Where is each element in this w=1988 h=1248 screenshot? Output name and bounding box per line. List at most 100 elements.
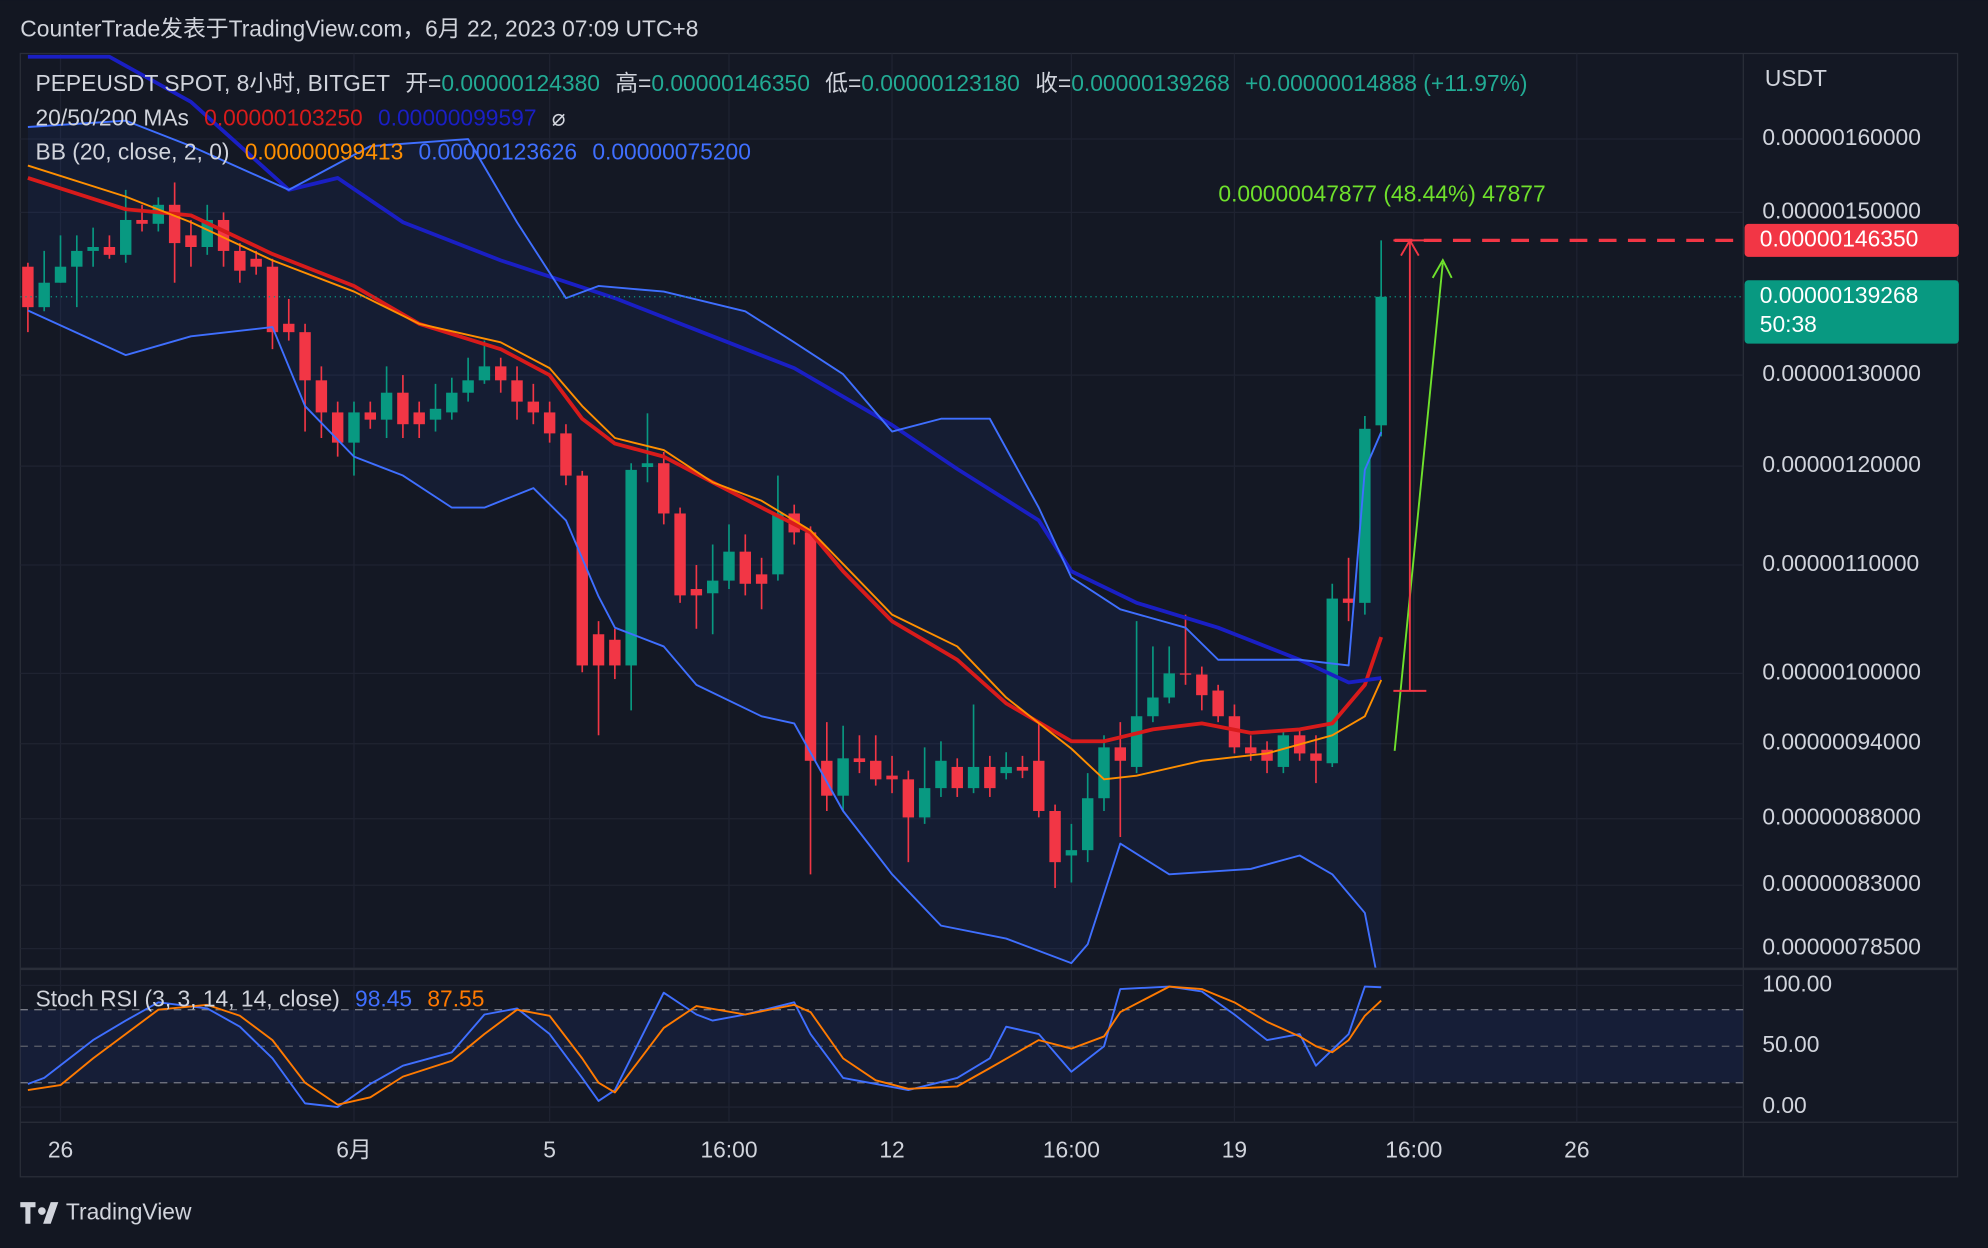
legend-ohlc-label: 低= xyxy=(825,70,861,96)
candle-body xyxy=(462,380,474,393)
candle-body xyxy=(1228,716,1241,748)
candle-body xyxy=(217,219,230,251)
candle-body xyxy=(641,463,654,468)
candle-body xyxy=(1016,766,1029,771)
candle-body xyxy=(1375,296,1387,426)
y-tick-label: 0.00000150000 xyxy=(1762,197,1921,223)
candle-body xyxy=(1049,810,1061,863)
price-label-box xyxy=(1744,280,1959,344)
legend-ohlc-label: 收= xyxy=(1035,70,1071,96)
candle-body xyxy=(152,204,165,224)
indicator-value: 0.00000099413 xyxy=(245,139,404,165)
y-tick-label: 0.00000088000 xyxy=(1762,804,1921,830)
candle-body xyxy=(22,266,34,308)
legend-ohlc-value: 0.00000146350 xyxy=(651,70,810,96)
candle-body xyxy=(576,475,588,666)
overlay: 0.00000047877 (48.44%) 47877 xyxy=(1218,180,1546,751)
price-label: 0.00000146350 xyxy=(1760,225,1919,251)
candle-body xyxy=(1359,428,1371,603)
candle-body xyxy=(429,408,442,420)
y-tick-label: 100.00 xyxy=(1762,970,1832,996)
candle-body xyxy=(380,392,393,420)
candle-body xyxy=(755,574,768,584)
y-tick-label: 0.00000160000 xyxy=(1762,124,1921,150)
candle-body xyxy=(690,589,703,596)
candle-body xyxy=(886,775,898,780)
legend-ohlc-value: 0.00000124380 xyxy=(441,70,600,96)
candle-body xyxy=(446,392,458,413)
candle-body xyxy=(397,392,409,425)
candle-body xyxy=(185,235,197,248)
y-tick-label: 0.00000078500 xyxy=(1762,934,1921,960)
indicator-value: 0.00000099597 xyxy=(378,104,537,130)
candle-body xyxy=(772,513,784,575)
candle-body xyxy=(315,380,328,413)
candle-body xyxy=(560,433,572,476)
band-fill xyxy=(20,1009,1744,1083)
indicator-line xyxy=(27,309,1377,968)
candle-body xyxy=(821,760,833,796)
x-tick-label: 26 xyxy=(48,1136,73,1162)
x-tick-label: 5 xyxy=(543,1136,556,1162)
indicator-value: 87.55 xyxy=(427,986,484,1012)
candle-body xyxy=(1098,747,1110,799)
candle-body xyxy=(1081,798,1094,851)
candle-body xyxy=(120,219,132,255)
indicator-title: BB (20, close, 2, 0) xyxy=(35,139,229,165)
measure-arrow xyxy=(1400,238,1420,257)
y-tick-label: 0.00000120000 xyxy=(1762,451,1921,477)
indicator-line xyxy=(27,119,1383,667)
candle-body xyxy=(1212,690,1224,717)
candle-body xyxy=(1277,735,1290,767)
candle-body xyxy=(1147,697,1159,717)
indicator-title: Stoch RSI (3, 3, 14, 14, close) xyxy=(35,986,339,1012)
indicator-line xyxy=(27,176,1384,744)
legend-row: PEPEUSDT SPOT, 8小时, BITGET 开=0.0000012438… xyxy=(35,70,1527,96)
brand-logo: TradingView xyxy=(20,1199,192,1225)
candle-body xyxy=(1000,766,1012,774)
price-label: 0.00000139268 xyxy=(1760,282,1919,308)
indicator-legend: BB (20, close, 2, 0) 0.00000099413 0.00000… xyxy=(35,139,750,165)
candle-body xyxy=(1326,598,1338,764)
candle-body xyxy=(1342,598,1355,603)
candle-body xyxy=(1130,716,1143,767)
x-tick-label: 26 xyxy=(1564,1136,1589,1162)
brand-name: TradingView xyxy=(66,1199,192,1225)
candle-body xyxy=(1065,850,1078,856)
trend-arrow xyxy=(1393,262,1444,751)
price-unit: USDT xyxy=(1765,65,1827,91)
x-tick-label: 12 xyxy=(879,1136,904,1162)
measure-label: 0.00000047877 (48.44%) 47877 xyxy=(1218,180,1545,206)
indicator-hidden-icon: ⌀ xyxy=(552,104,566,130)
candle-body xyxy=(283,323,295,333)
header-title: CounterTrade发表于TradingView.com，6月 22, 20… xyxy=(20,16,698,42)
y-tick-label: 0.00000100000 xyxy=(1762,658,1921,684)
candle-body xyxy=(54,266,67,283)
candle-body xyxy=(168,204,181,244)
y-tick-label: 50.00 xyxy=(1762,1031,1819,1057)
trend-arrow-head xyxy=(1431,258,1453,279)
candle-body xyxy=(103,247,116,255)
indicator-legend: 20/50/200 MAs 0.00000103250 0.00000099597 ⌀ xyxy=(35,104,565,130)
candle-body xyxy=(674,513,686,596)
candle-body xyxy=(870,760,882,780)
candle-body xyxy=(1179,673,1192,675)
candle-body xyxy=(609,639,621,666)
candle-body xyxy=(364,412,376,420)
indicator-line xyxy=(27,164,1383,781)
candle-body xyxy=(658,463,670,514)
candle-body xyxy=(935,760,947,789)
candle-body xyxy=(723,551,735,581)
y-tick-label: 0.00000110000 xyxy=(1762,550,1919,576)
candle-body xyxy=(136,219,148,224)
candle-body xyxy=(984,766,996,789)
candle-body xyxy=(1114,747,1127,761)
candle-body xyxy=(1196,674,1208,696)
candle-body xyxy=(201,219,213,248)
legend-change: +0.00000014888 (+11.97%) xyxy=(1245,70,1527,96)
candle-body xyxy=(625,469,637,666)
candle-body xyxy=(299,332,311,381)
indicator-value: 0.00000075200 xyxy=(592,139,751,165)
candle-body xyxy=(87,247,99,251)
